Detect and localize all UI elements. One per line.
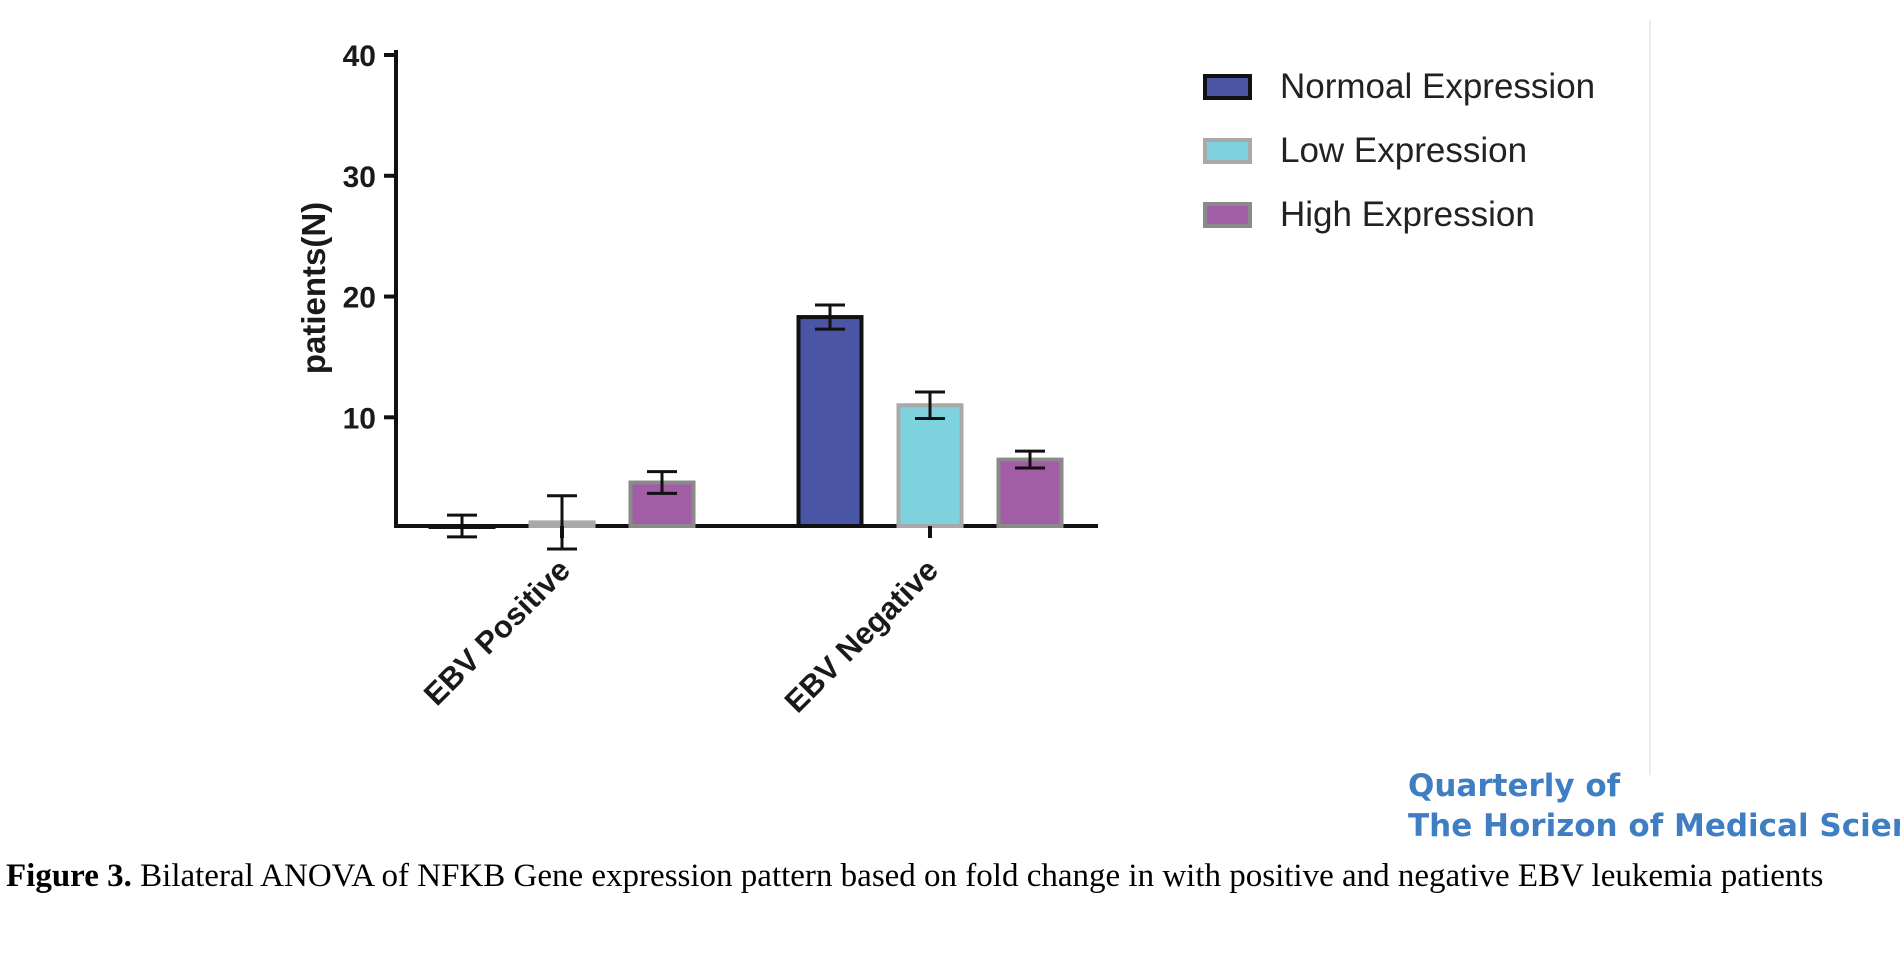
legend-label: High Expression [1280,195,1535,234]
journal-logo: Quarterly of The Horizon of Medical Scie… [1408,766,1900,846]
legend-swatch [1203,74,1252,100]
figure-caption: Figure 3. Bilateral ANOVA of NFKB Gene e… [6,852,1894,900]
y-tick-label: 10 [343,402,376,435]
y-tick-label: 40 [343,40,376,73]
journal-line-1: Quarterly of [1408,768,1621,804]
bar [896,403,964,529]
legend-label: Normoal Expression [1280,67,1595,106]
plot-area: 10 20 30 40 patients(N) EBV Positive EBV Negat… [295,40,1098,719]
x-tick-label: EBV Positive [417,552,577,712]
legend-swatch [1203,138,1252,164]
legend-label: Low Expression [1280,131,1527,170]
figure-label: Figure 3. [6,858,132,894]
y-tick-label: 30 [343,161,376,194]
y-tick-label: 20 [343,282,376,315]
legend: Normoal Expression Low Expression High Exp… [1203,67,1595,234]
x-tick-label: EBV Negative [778,552,945,719]
bar [996,457,1064,529]
caption-text: Bilateral ANOVA of NFKB Gene expression … [131,858,1824,894]
y-axis-label: patients(N) [295,202,332,374]
legend-swatch [1203,202,1252,228]
bar [796,315,864,529]
journal-line-2: The Horizon of Medical Sciences [1408,808,1900,844]
